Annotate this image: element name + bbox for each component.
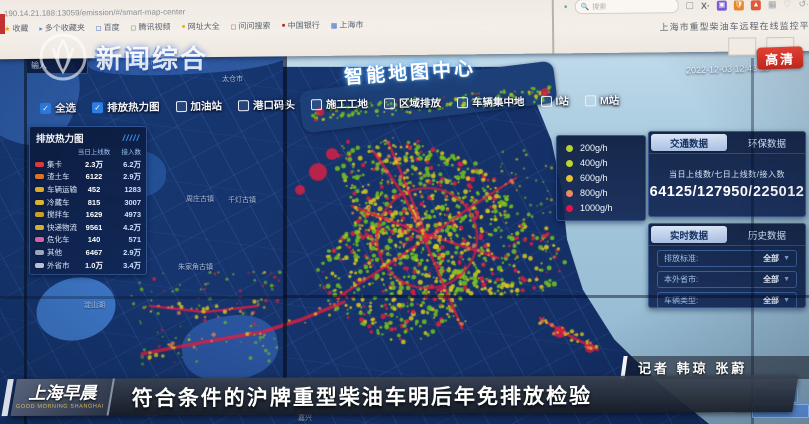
legend-item: 600g/h: [566, 173, 636, 183]
dropdown-emission-standard[interactable]: 排放标准: 全部 ▼: [657, 250, 797, 267]
chevron-down-icon: ▼: [783, 255, 790, 262]
filter-i-station[interactable]: I站: [540, 94, 569, 109]
panel-title: 排放热力图: [36, 134, 84, 145]
emission-table-panel: 排放热力图 ///// 当日上线数 接入数 集卡 2.3万 6.2万 渣土车 6122 2.…: [29, 126, 147, 275]
table-header: 当日上线数 接入数: [77, 149, 141, 156]
headline: 符合条件的沪牌重型柴油车明后年免排放检验: [131, 384, 593, 410]
filter-heatmap[interactable]: 排放热力图: [91, 99, 160, 115]
upload-ghost-icon: [727, 37, 756, 56]
table-row[interactable]: 集卡 2.3万 6.2万: [35, 158, 141, 171]
chevron-down-icon: ▼: [783, 276, 790, 283]
checkbox-icon-7[interactable]: [540, 95, 552, 108]
chevron-down-icon: ▼: [783, 297, 790, 304]
checkbox-icon-4[interactable]: [310, 99, 323, 111]
favicon-icon: ●: [281, 22, 286, 30]
checkbox-icon-1[interactable]: [91, 102, 104, 114]
truck-icon: [35, 237, 44, 243]
checkbox-icon-2[interactable]: [175, 100, 187, 113]
legend-dot-icon: [566, 174, 573, 182]
truck-icon: [35, 262, 44, 268]
window-icon[interactable]: ▢: [685, 0, 695, 11]
table-row[interactable]: 危化车 140 571: [35, 234, 141, 247]
metric-label: 当日上线数/七日上线数/接入数: [669, 169, 785, 179]
address-bar[interactable]: 190.14.21.188:13059/emission/#/smart-map…: [3, 7, 186, 19]
bookmark-item[interactable]: ● 网址大全: [181, 21, 220, 32]
legend-item: 400g/h: [566, 158, 636, 168]
filter-m-station[interactable]: M站: [584, 93, 619, 108]
checkbox-icon-0[interactable]: [39, 102, 52, 115]
dropdown-province[interactable]: 本外省市: 全部 ▼: [657, 271, 797, 288]
truck-icon: [35, 199, 44, 205]
metric-value: 64125/127950/225012: [649, 183, 805, 200]
slashes-icon: /////: [122, 133, 140, 143]
legend-dot-icon: [566, 144, 573, 152]
tab-env-data[interactable]: 环保数据: [747, 138, 786, 150]
channel-watermark: 新闻综合: [38, 32, 208, 82]
program-logo: 上海早晨 GOOD MORNING SHANGHAI: [10, 378, 115, 417]
favicon-icon: ◻: [95, 24, 102, 32]
refresh-icon[interactable]: ↺·: [798, 0, 809, 9]
tab-history-data[interactable]: 历史数据: [747, 230, 786, 242]
truck-icon: [35, 212, 44, 218]
table-row[interactable]: 渣土车 6122 2.9万: [35, 171, 141, 184]
table-row[interactable]: 外省市 1.0万 3.4万: [35, 259, 141, 272]
favicon-icon: ▦: [330, 22, 338, 30]
checkbox-icon-8[interactable]: [584, 95, 596, 107]
truck-icon: [35, 224, 44, 230]
legend-dot-icon: [566, 159, 573, 167]
bookmark-item[interactable]: ● 中国银行: [281, 20, 320, 31]
favicon-icon: ◻: [230, 23, 237, 31]
filter-area-emission[interactable]: 区域排放: [383, 95, 441, 111]
truck-icon: [35, 174, 44, 180]
legend-dot-icon: [566, 189, 573, 197]
favorite-heart-icon[interactable]: ♡: [783, 0, 792, 10]
filter-select-all[interactable]: 全选: [39, 101, 76, 117]
browser-search-box[interactable]: 🔍 搜索: [574, 0, 679, 15]
checkbox-icon-3[interactable]: [237, 100, 250, 112]
realtime-data-panel: 实时数据 历史数据 排放标准: 全部 ▼ 本外省市: 全部 ▼ 车辆类型: 全部 ▼: [648, 223, 806, 309]
dropdown-vehicle-type[interactable]: 车辆类型: 全部 ▼: [657, 292, 797, 309]
news-ticker: 上海早晨 GOOD MORNING SHANGHAI 符合条件的沪牌重型柴油车明…: [10, 374, 799, 417]
bookmark-item[interactable]: ◻ 问问搜索: [230, 21, 271, 31]
magnolia-logo-icon: [39, 33, 87, 81]
extension-purple-icon[interactable]: ▣: [716, 0, 728, 11]
extension-x-icon[interactable]: X·: [700, 0, 711, 11]
table-row[interactable]: 冷藏车 815 3007: [35, 196, 141, 209]
table-row[interactable]: 搅拌车 1629 4973: [35, 208, 141, 221]
photo-edge-artifact: [0, 14, 5, 34]
status-dot-icon: ●: [563, 3, 568, 10]
favicon-icon: ●: [181, 23, 186, 31]
bookmark-item[interactable]: ▦ 上海市: [330, 20, 364, 30]
filter-construction-site[interactable]: 施工工地: [310, 96, 368, 112]
extension-shield-icon[interactable]: 🛡: [733, 0, 745, 11]
legend-item: 200g/h: [566, 143, 636, 153]
truck-icon: [35, 161, 44, 167]
filter-port-dock[interactable]: 港口码头: [237, 97, 295, 113]
search-icon: 🔍: [580, 3, 590, 11]
truck-icon: [35, 249, 44, 255]
tab-realtime-data[interactable]: 实时数据: [651, 226, 727, 243]
bookmark-item[interactable]: ★ 收藏: [4, 23, 29, 34]
hd-badge: 高清: [756, 46, 804, 70]
legend-dot-icon: [566, 204, 573, 212]
legend-item: 1000g/h: [566, 203, 636, 213]
tab-traffic-data[interactable]: 交通数据: [651, 134, 727, 151]
table-row[interactable]: 快递物流 9561 4.2万: [35, 221, 141, 234]
table-row[interactable]: 车辆运输车4521283: [35, 183, 141, 196]
filter-gas-station[interactable]: 加油站: [175, 99, 222, 115]
extension-fox-icon[interactable]: ▲: [750, 0, 762, 10]
platform-title: 上海市重型柴油车远程在线监控平台: [659, 20, 809, 33]
favicon-icon: ◻: [130, 24, 137, 32]
checkbox-icon-5[interactable]: [383, 98, 396, 110]
apps-grid-icon[interactable]: ▦: [767, 0, 777, 10]
traffic-data-panel: 交通数据 环保数据 当日上线数/七日上线数/接入数 64125/127950/2…: [648, 131, 806, 217]
checkbox-icon-6[interactable]: [456, 97, 469, 109]
filter-vehicle-cluster[interactable]: 车辆集中地: [456, 94, 525, 110]
emission-legend: 200g/h 400g/h 600g/h 800g/h 1000g/h: [556, 135, 646, 221]
truck-icon: [35, 186, 44, 192]
table-row[interactable]: 其他 6467 2.9万: [35, 246, 141, 259]
legend-item: 800g/h: [566, 188, 636, 198]
